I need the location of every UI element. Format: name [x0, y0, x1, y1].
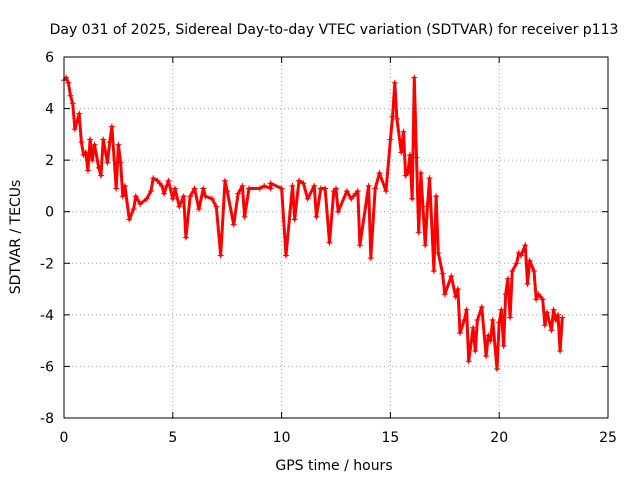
chart-title: Day 031 of 2025, Sidereal Day-to-day VTE…	[50, 22, 619, 38]
x-tick-label: 10	[273, 430, 291, 446]
x-tick-label: 5	[168, 430, 177, 446]
series-trace	[62, 76, 564, 371]
y-tick-label: -8	[40, 411, 54, 427]
grid	[64, 57, 608, 418]
y-tick-label: -4	[40, 308, 54, 324]
x-tick-label: 20	[490, 430, 508, 446]
data-series	[61, 74, 566, 373]
y-tick-label: 2	[45, 153, 54, 169]
y-axis-label: SDTVAR / TECUs	[8, 180, 24, 295]
x-tick-label: 15	[381, 430, 399, 446]
y-tick-label: 4	[45, 102, 54, 118]
x-tick-label: 0	[60, 430, 69, 446]
x-axis-label: GPS time / hours	[275, 458, 392, 474]
y-tick-label: -2	[40, 256, 54, 272]
y-tick-label: 6	[45, 50, 54, 66]
y-tick-label: 0	[45, 205, 54, 221]
axis-ticks: 0 5 10 15 20 25 -8 -6 -4 -2 0 2 4 6	[40, 50, 617, 446]
x-tick-label: 25	[599, 430, 617, 446]
plot-frame	[63, 56, 609, 419]
y-tick-label: -6	[40, 359, 54, 375]
